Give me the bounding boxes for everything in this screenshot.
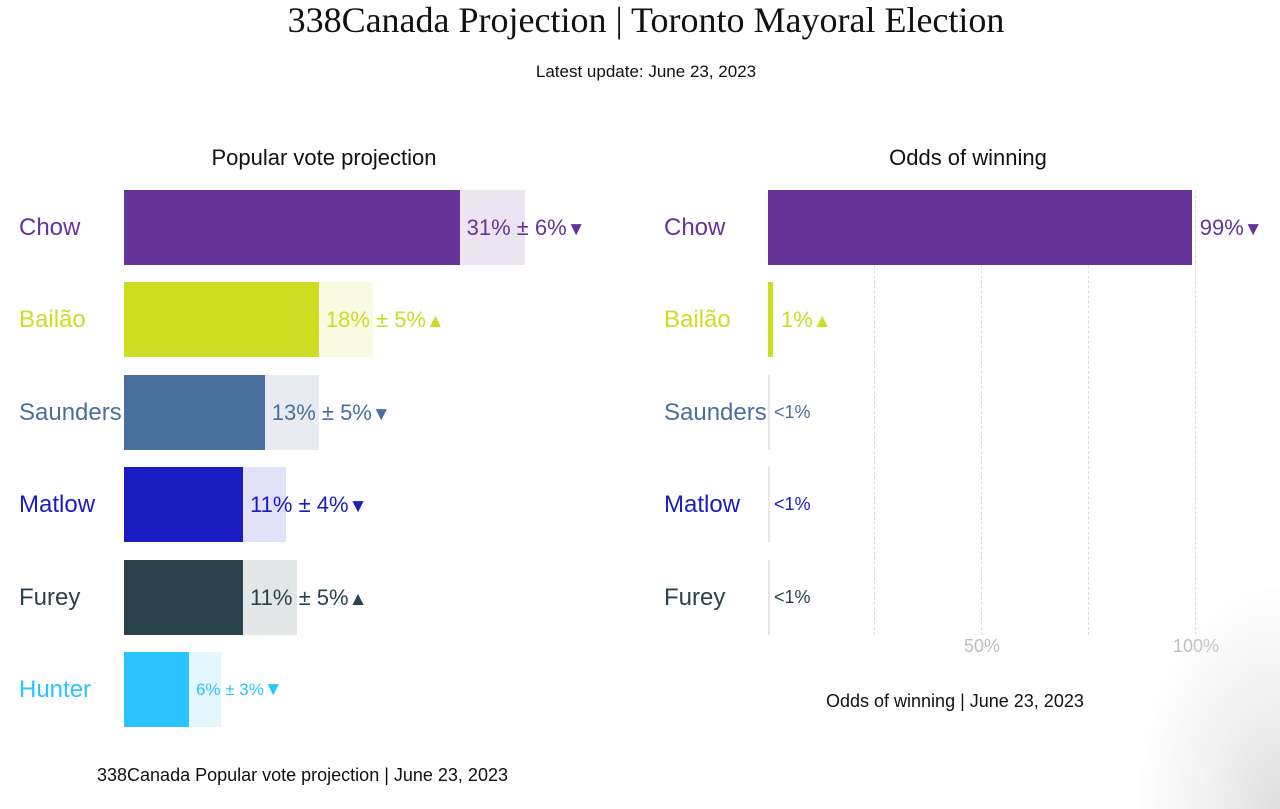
candidate-name: Bailão <box>19 306 86 334</box>
odds-label-chow: 99%▼ <box>1200 190 1263 265</box>
bar-bailao <box>124 282 319 358</box>
vote-label-saunders: 13% ± 5%▼ <box>272 375 391 450</box>
bar-chow <box>124 190 460 265</box>
odds-bar-chow <box>768 190 1192 265</box>
odds-value-text: <1% <box>774 494 811 515</box>
trend-down-icon: ▼ <box>1243 219 1263 240</box>
trend-down-icon: ▼ <box>566 219 586 240</box>
vote-value-text: 31% ± 6% <box>466 215 567 240</box>
candidate-name: Hunter <box>19 676 92 703</box>
odds-label-furey: <1% <box>774 560 811 635</box>
odds-bar-saunders <box>768 374 770 450</box>
bar-saunders <box>124 374 265 450</box>
candidate-name: Saunders <box>19 398 122 426</box>
candidate-name: Bailão <box>664 306 731 334</box>
bar-matlow <box>124 467 244 543</box>
candidate-name: Saunders <box>664 398 767 426</box>
odds-bar-bailao <box>768 282 773 358</box>
odds-value-text: 1% <box>781 307 813 333</box>
trend-up-icon: ▲ <box>812 311 832 333</box>
gridline-25 <box>874 190 875 635</box>
trend-down-icon: ▼ <box>348 496 368 518</box>
vote-value-text: 11% ± 5% <box>250 584 349 610</box>
vote-value-text: 6% ± 3% <box>195 680 264 699</box>
trend-up-icon: ▲ <box>348 588 368 610</box>
odds-value-text: <1% <box>774 401 811 422</box>
update-date: Latest update: June 23, 2023 <box>535 62 757 81</box>
vote-value-text: 11% ± 4% <box>250 492 349 518</box>
vote-chart-footer: 338Canada Popular vote projection | June… <box>97 765 508 785</box>
odds-chart-title: Odds of winning <box>889 145 1047 170</box>
gridline-75 <box>1088 190 1089 635</box>
odds-bar-furey <box>768 559 770 635</box>
odds-chart-footer: Odds of winning | June 23, 2023 <box>826 691 1084 711</box>
vote-chart-title: Popular vote projection <box>211 145 437 170</box>
odds-label-saunders: <1% <box>774 375 811 450</box>
trend-down-icon: ▼ <box>263 679 283 700</box>
vote-value-text: 13% ± 5% <box>271 399 372 425</box>
odds-value-text: 99% <box>1199 215 1244 240</box>
trend-up-icon: ▲ <box>426 311 445 333</box>
axis-tick-label: 50% <box>963 636 1001 656</box>
axis-tick-label: 100% <box>1172 636 1220 656</box>
bar-hunter <box>124 652 189 727</box>
gridline-50 <box>981 190 982 635</box>
vote-label-chow: 31% ± 6%▼ <box>467 190 586 265</box>
candidate-name: Furey <box>19 583 81 611</box>
candidate-name: Furey <box>664 583 726 611</box>
candidate-name: Chow <box>19 214 81 241</box>
odds-label-matlow: <1% <box>774 467 811 542</box>
vote-value-text: 18% ± 5% <box>325 307 426 333</box>
vote-label-furey: 11% ± 5%▲ <box>250 560 367 635</box>
odds-label-bailao: 1%▲ <box>781 282 832 357</box>
odds-bar-matlow <box>768 467 770 543</box>
gridline-100 <box>1195 190 1196 635</box>
vote-label-hunter: 6% ± 3%▼ <box>196 652 283 727</box>
vote-label-matlow: 11% ± 4%▼ <box>250 467 367 542</box>
candidate-name: Chow <box>664 214 726 241</box>
candidate-name: Matlow <box>664 491 741 519</box>
corner-shadow <box>1140 589 1280 809</box>
vote-label-bailao: 18% ± 5%▲ <box>326 282 445 357</box>
candidate-name: Matlow <box>19 491 96 519</box>
odds-value-text: <1% <box>774 586 811 607</box>
trend-down-icon: ▼ <box>371 403 391 425</box>
bar-furey <box>124 559 244 635</box>
page-title: 338Canada Projection | Toronto Mayoral E… <box>287 0 1005 40</box>
